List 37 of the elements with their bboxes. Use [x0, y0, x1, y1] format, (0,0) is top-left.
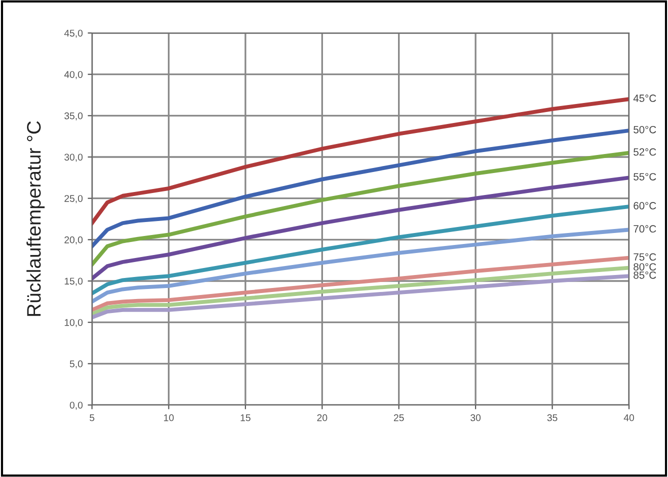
series-label: 85°C [634, 271, 656, 279]
line-series [92, 176, 629, 280]
x-tick-label: 5 [90, 414, 94, 422]
x-tick-label: 20 [317, 414, 328, 422]
y-tick-label: 30,0 [64, 154, 83, 162]
y-tick-label: 35,0 [64, 112, 83, 120]
line-series [92, 256, 629, 312]
line-series [92, 128, 629, 248]
line-series [92, 97, 629, 226]
x-tick-label: 40 [624, 414, 634, 422]
x-tick-label: 15 [240, 414, 250, 422]
y-tick-label: 20,0 [64, 236, 83, 244]
y-tick-label: 15,0 [64, 278, 83, 286]
line-series [92, 228, 629, 304]
series-label: 45°C [633, 94, 656, 102]
x-tick-label: 35 [547, 414, 558, 422]
y-tick-label: 25,0 [64, 195, 83, 204]
y-axis-title: Rücklauftemperatur °C [26, 121, 45, 316]
series-label: 60°C [634, 202, 656, 210]
series-label: 55°C [634, 173, 656, 180]
series-label: 70°C [634, 225, 656, 233]
y-tick-label: 0,0 [70, 402, 83, 410]
x-tick-label: 25 [394, 414, 404, 422]
line-series [92, 204, 629, 296]
series-label: 80°C [634, 263, 656, 271]
x-tick-label: 10 [164, 414, 174, 422]
y-tick-label: 10,0 [64, 319, 83, 328]
series-label: 50°C [634, 126, 656, 134]
y-tick-label: 40,0 [64, 71, 83, 80]
y-tick-label: 5,0 [70, 360, 83, 368]
series-label: 52°C [634, 148, 656, 156]
line-series [92, 266, 629, 316]
y-tick-label: 45,0 [64, 30, 83, 38]
x-tick-label: 30 [470, 414, 481, 422]
series-label: 75°C [634, 253, 656, 261]
line-series [92, 274, 629, 320]
line-series [92, 150, 629, 266]
